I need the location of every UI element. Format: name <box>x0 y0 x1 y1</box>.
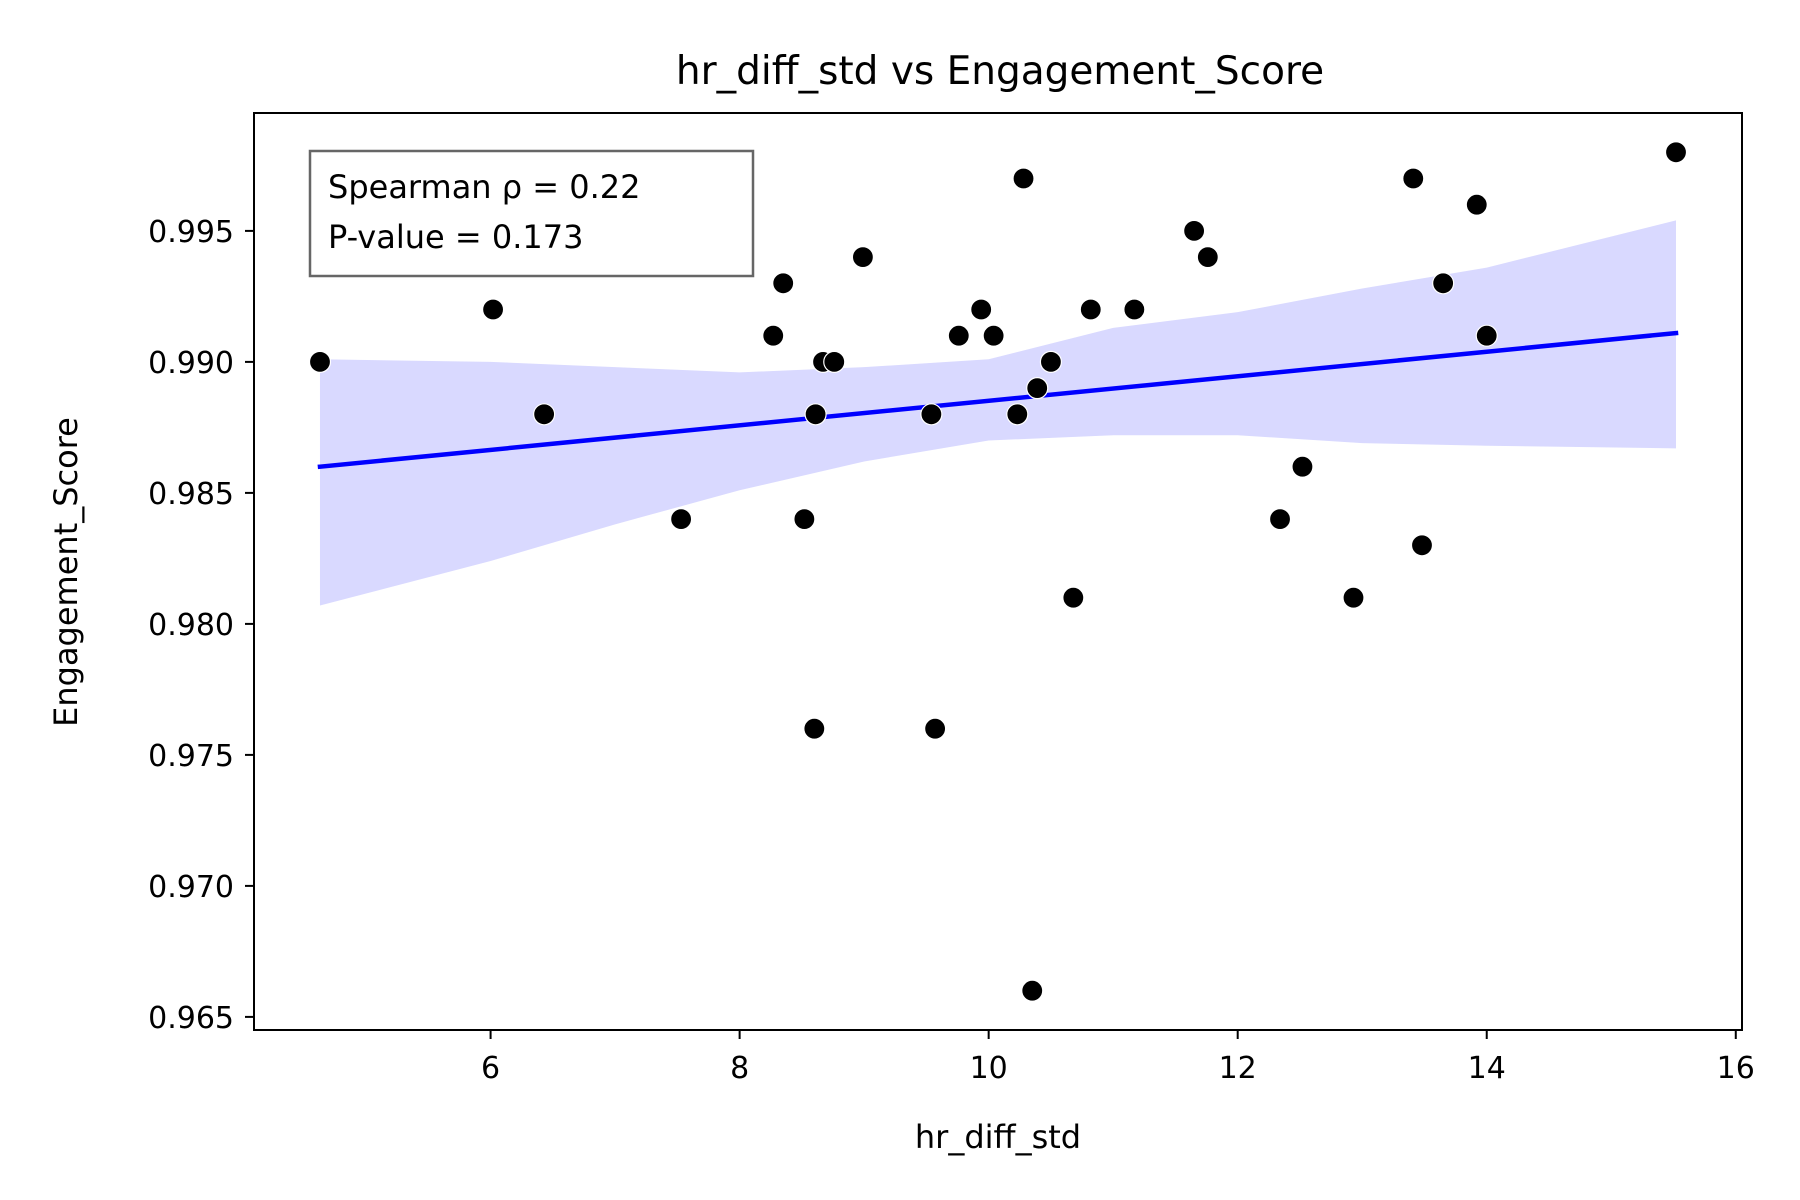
regression-line-layer <box>317 330 1679 470</box>
data-point <box>1268 507 1292 531</box>
data-point <box>1664 141 1688 164</box>
data-point <box>1123 298 1146 321</box>
stats-box-frame <box>308 149 755 278</box>
x-tick-label: 16 <box>1717 1051 1755 1086</box>
y-tick-label: 0.975 <box>148 739 234 774</box>
data-point <box>1012 167 1035 190</box>
data-point <box>308 350 332 373</box>
data-point <box>533 403 556 426</box>
p-value-text: P-value = 0.173 <box>328 218 583 256</box>
x-tick-label: 8 <box>730 1051 749 1086</box>
y-axis-title: Engagement_Score <box>47 417 85 727</box>
y-axis-ticks: 0.965 0.970 0.975 0.980 0.985 0.990 0.995 <box>148 215 254 1036</box>
data-point <box>803 717 826 740</box>
data-point <box>920 403 943 426</box>
data-point <box>851 246 875 269</box>
data-point <box>804 403 827 426</box>
data-point <box>1039 350 1063 373</box>
confidence-band-layer <box>319 220 1677 606</box>
data-point <box>1183 219 1206 242</box>
data-point <box>947 324 970 347</box>
data-point <box>669 507 693 531</box>
x-tick-label: 10 <box>970 1051 1008 1086</box>
data-point <box>1079 298 1102 321</box>
data-point <box>793 507 816 531</box>
spearman-text: Spearman ρ = 0.22 <box>328 168 640 206</box>
y-tick-label: 0.995 <box>148 215 234 250</box>
data-point <box>1196 246 1219 269</box>
data-point <box>1342 586 1365 609</box>
data-point <box>1291 455 1314 478</box>
y-tick-label: 0.985 <box>148 477 234 512</box>
data-point <box>982 324 1005 347</box>
data-point <box>970 298 993 321</box>
regression-line <box>317 330 1679 470</box>
x-tick-label: 14 <box>1468 1051 1506 1086</box>
data-points-layer <box>308 141 1688 1002</box>
data-point <box>1432 272 1455 295</box>
y-tick-label: 0.965 <box>148 1001 234 1036</box>
data-point <box>1465 193 1488 216</box>
y-tick-label: 0.990 <box>148 346 234 381</box>
data-point <box>1475 324 1498 347</box>
data-point <box>1026 377 1049 400</box>
data-point <box>481 298 505 321</box>
data-point <box>1410 534 1434 557</box>
data-point <box>772 272 795 295</box>
x-tick-label: 12 <box>1219 1051 1257 1086</box>
x-tick-label: 6 <box>481 1051 500 1086</box>
y-tick-label: 0.980 <box>148 608 234 643</box>
x-axis-ticks: 6 8 10 12 14 16 <box>481 1030 1755 1086</box>
confidence-band <box>319 220 1677 606</box>
data-point <box>1006 403 1029 426</box>
plot-frame <box>253 112 1743 1031</box>
y-tick-label: 0.970 <box>148 870 234 905</box>
data-point <box>762 324 785 347</box>
x-axis-title: hr_diff_std <box>915 1118 1081 1156</box>
data-point <box>924 717 947 740</box>
data-point <box>1402 167 1425 190</box>
chart-title: hr_diff_std vs Engagement_Score <box>676 49 1324 94</box>
data-point <box>823 350 846 373</box>
data-point <box>1062 586 1085 609</box>
stats-annotation-box: Spearman ρ = 0.22 P-value = 0.173 <box>308 149 755 278</box>
data-point <box>1021 979 1044 1002</box>
